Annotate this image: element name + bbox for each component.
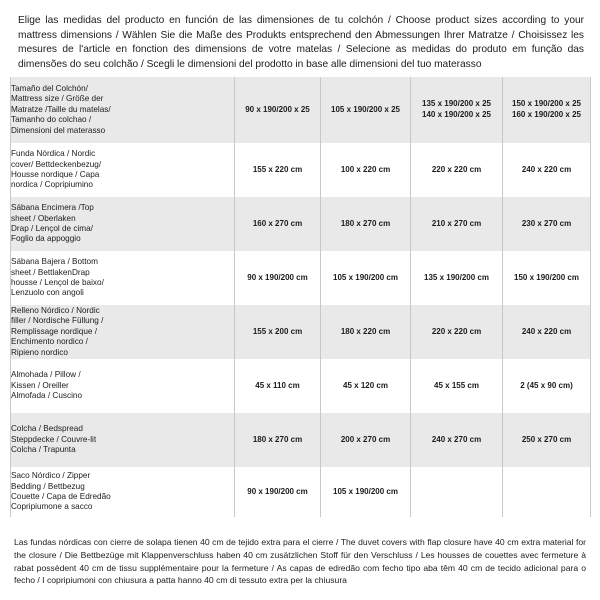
row-value: 45 x 110 cm <box>234 359 321 413</box>
table-header-row: Tamaño del Colchón/ Mattress size / Größ… <box>10 77 591 143</box>
header-size-cell-2: 105 x 190/200 x 25 <box>320 77 411 143</box>
table-row: Saco Nórdico / Zipper Bedding / Bettbezu… <box>10 467 591 517</box>
row-value: 150 x 190/200 cm <box>502 251 591 305</box>
table-row: Sábana Bajera / Bottom sheet / Bettlaken… <box>10 251 591 305</box>
header-size-cell-3: 135 x 190/200 x 25 140 x 190/200 x 25 <box>410 77 503 143</box>
row-label: Sábana Encimera /Top sheet / Oberlaken D… <box>10 197 235 251</box>
row-label: Funda Nórdica / Nordic cover/ Bettdecken… <box>10 143 235 197</box>
row-value: 45 x 120 cm <box>320 359 411 413</box>
row-value: 160 x 270 cm <box>234 197 321 251</box>
row-value: 155 x 200 cm <box>234 305 321 359</box>
table-row: Relleno Nórdico / Nordic filler / Nordis… <box>10 305 591 359</box>
row-value: 135 x 190/200 cm <box>410 251 503 305</box>
row-label: Colcha / Bedspread Steppdecke / Couvre-l… <box>10 413 235 467</box>
row-value: 240 x 220 cm <box>502 305 591 359</box>
table-row: Almohada / Pillow / Kissen / Oreiller Al… <box>10 359 591 413</box>
mattress-size-table: Tamaño del Colchón/ Mattress size / Größ… <box>10 77 591 517</box>
row-value: 90 x 190/200 cm <box>234 251 321 305</box>
table-row: Funda Nórdica / Nordic cover/ Bettdecken… <box>10 143 591 197</box>
row-value: 200 x 270 cm <box>320 413 411 467</box>
row-value: 220 x 220 cm <box>410 143 503 197</box>
row-value: 155 x 220 cm <box>234 143 321 197</box>
row-value: 180 x 270 cm <box>320 197 411 251</box>
row-value-empty <box>502 467 591 517</box>
row-value: 2 (45 x 90 cm) <box>502 359 591 413</box>
header-label-cell: Tamaño del Colchón/ Mattress size / Größ… <box>10 77 235 143</box>
row-label: Almohada / Pillow / Kissen / Oreiller Al… <box>10 359 235 413</box>
row-value: 90 x 190/200 cm <box>234 467 321 517</box>
footer-note: Las fundas nórdicas con cierre de solapa… <box>14 537 586 586</box>
row-value: 105 x 190/200 cm <box>320 467 411 517</box>
row-value: 180 x 270 cm <box>234 413 321 467</box>
row-value: 250 x 270 cm <box>502 413 591 467</box>
intro-paragraph: Elige las medidas del producto en funció… <box>18 15 584 70</box>
header-size-cell-1: 90 x 190/200 x 25 <box>234 77 321 143</box>
row-value: 240 x 270 cm <box>410 413 503 467</box>
row-value: 45 x 155 cm <box>410 359 503 413</box>
row-value: 220 x 220 cm <box>410 305 503 359</box>
table-row: Colcha / Bedspread Steppdecke / Couvre-l… <box>10 413 591 467</box>
row-value: 240 x 220 cm <box>502 143 591 197</box>
row-label: Saco Nórdico / Zipper Bedding / Bettbezu… <box>10 467 235 517</box>
row-value: 105 x 190/200 cm <box>320 251 411 305</box>
header-size-cell-4: 150 x 190/200 x 25 160 x 190/200 x 25 <box>502 77 591 143</box>
row-value: 180 x 220 cm <box>320 305 411 359</box>
row-value: 210 x 270 cm <box>410 197 503 251</box>
row-label: Relleno Nórdico / Nordic filler / Nordis… <box>10 305 235 359</box>
row-label: Sábana Bajera / Bottom sheet / Bettlaken… <box>10 251 235 305</box>
table-row: Sábana Encimera /Top sheet / Oberlaken D… <box>10 197 591 251</box>
row-value: 230 x 270 cm <box>502 197 591 251</box>
row-value: 100 x 220 cm <box>320 143 411 197</box>
row-value-empty <box>410 467 503 517</box>
